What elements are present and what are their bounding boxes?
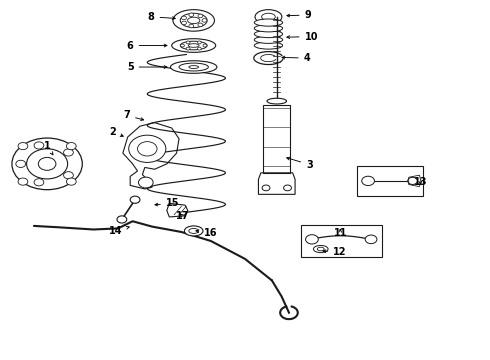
- Ellipse shape: [171, 61, 217, 73]
- Circle shape: [129, 135, 166, 162]
- Circle shape: [130, 196, 140, 203]
- Ellipse shape: [254, 36, 283, 43]
- Ellipse shape: [173, 10, 215, 31]
- Ellipse shape: [314, 246, 328, 253]
- Text: 11: 11: [334, 228, 347, 238]
- Circle shape: [186, 47, 190, 50]
- Circle shape: [64, 172, 74, 179]
- Circle shape: [197, 41, 201, 44]
- Text: 15: 15: [155, 198, 179, 208]
- Ellipse shape: [184, 226, 203, 236]
- Ellipse shape: [188, 17, 200, 24]
- Circle shape: [203, 44, 207, 47]
- Circle shape: [38, 157, 56, 170]
- Text: 12: 12: [323, 247, 346, 257]
- Ellipse shape: [179, 63, 208, 71]
- Ellipse shape: [189, 66, 198, 68]
- Circle shape: [64, 149, 74, 156]
- Text: 10: 10: [287, 32, 318, 41]
- Ellipse shape: [262, 13, 275, 21]
- Circle shape: [139, 177, 153, 188]
- Text: 17: 17: [175, 211, 189, 221]
- Ellipse shape: [255, 10, 282, 24]
- Bar: [301, 225, 382, 257]
- Circle shape: [26, 149, 68, 179]
- Ellipse shape: [254, 31, 283, 38]
- Circle shape: [16, 160, 25, 167]
- Ellipse shape: [172, 39, 216, 52]
- Circle shape: [34, 142, 44, 149]
- Ellipse shape: [254, 25, 283, 32]
- Circle shape: [18, 178, 28, 185]
- Circle shape: [18, 143, 28, 150]
- Text: 4: 4: [282, 53, 310, 63]
- Text: 13: 13: [414, 177, 427, 187]
- Circle shape: [189, 24, 194, 28]
- Text: 5: 5: [127, 62, 167, 72]
- Text: 16: 16: [196, 228, 217, 238]
- Circle shape: [182, 21, 187, 25]
- Circle shape: [34, 179, 44, 186]
- Circle shape: [197, 47, 201, 50]
- Ellipse shape: [188, 44, 199, 47]
- Circle shape: [262, 185, 270, 191]
- Ellipse shape: [254, 19, 283, 26]
- Circle shape: [117, 216, 127, 223]
- Text: 7: 7: [123, 111, 144, 121]
- Ellipse shape: [180, 41, 207, 50]
- Circle shape: [365, 235, 377, 244]
- Circle shape: [182, 16, 187, 20]
- Bar: [263, 105, 290, 173]
- Circle shape: [67, 178, 76, 185]
- Ellipse shape: [254, 42, 283, 49]
- Circle shape: [67, 143, 76, 150]
- Circle shape: [180, 44, 184, 47]
- Circle shape: [138, 141, 157, 156]
- Text: 8: 8: [147, 12, 175, 22]
- Circle shape: [362, 176, 374, 185]
- Circle shape: [12, 138, 82, 190]
- Ellipse shape: [189, 228, 198, 233]
- Circle shape: [198, 23, 203, 27]
- Ellipse shape: [267, 98, 287, 104]
- Circle shape: [189, 13, 194, 17]
- Text: 3: 3: [287, 157, 313, 170]
- Circle shape: [284, 185, 292, 191]
- Circle shape: [408, 177, 417, 184]
- Ellipse shape: [318, 247, 324, 251]
- Text: 14: 14: [109, 226, 129, 236]
- Text: 1: 1: [44, 141, 53, 155]
- Circle shape: [306, 235, 318, 244]
- Ellipse shape: [180, 13, 207, 28]
- Text: 9: 9: [287, 10, 311, 20]
- Circle shape: [186, 41, 190, 44]
- Circle shape: [198, 14, 203, 18]
- Text: 6: 6: [127, 41, 167, 50]
- Text: 2: 2: [109, 127, 123, 136]
- Circle shape: [202, 19, 207, 22]
- Bar: [357, 166, 423, 196]
